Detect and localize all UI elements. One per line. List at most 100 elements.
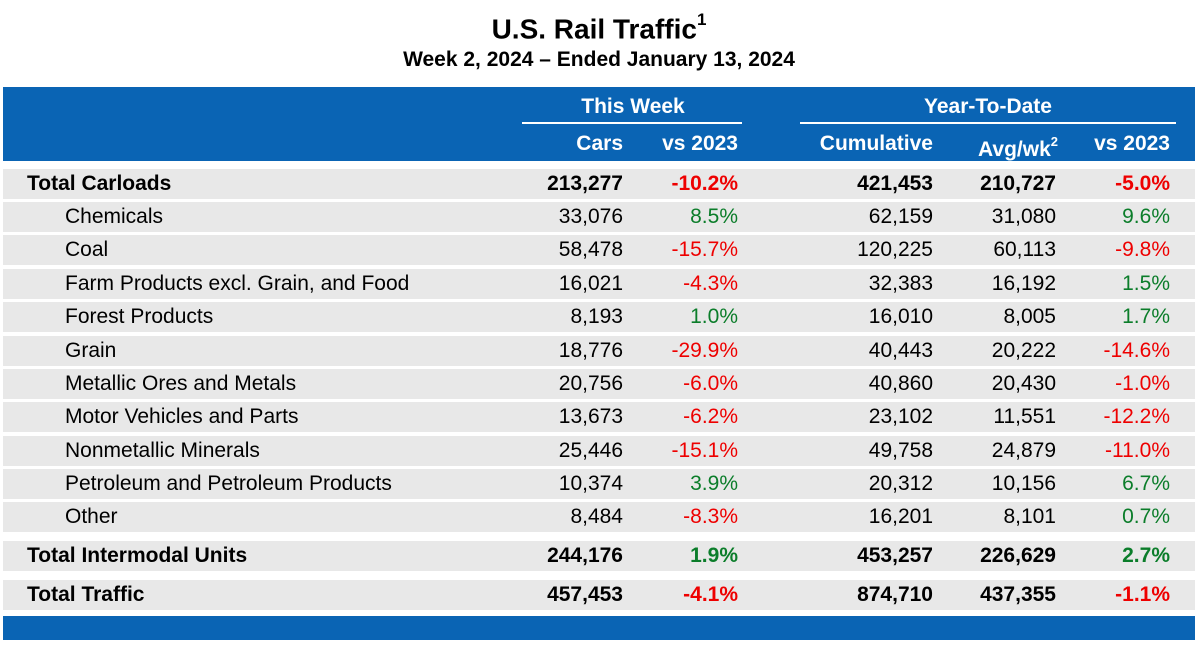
row-label: Chemicals bbox=[65, 205, 164, 228]
avgwk-cell: 24,879 bbox=[991, 439, 1056, 462]
vs2023-cell: -29.9% bbox=[671, 339, 738, 362]
cumulative-cell: 16,010 bbox=[868, 305, 933, 328]
vs2023-ytd-cell: 1.7% bbox=[1122, 305, 1170, 328]
row-label: Total Intermodal Units bbox=[27, 544, 248, 567]
row-label: Total Carloads bbox=[27, 172, 172, 195]
cars-cell: 25,446 bbox=[558, 439, 623, 462]
vs2023-cell: 3.9% bbox=[690, 472, 738, 495]
table-row: Grain 18,776 -29.9% 40,443 20,222 -14.6% bbox=[3, 336, 1195, 366]
vs2023-ytd-cell: 0.7% bbox=[1122, 505, 1170, 528]
cars-cell: 8,193 bbox=[570, 305, 623, 328]
row-label: Metallic Ores and Metals bbox=[65, 372, 297, 395]
cars-cell: 33,076 bbox=[558, 205, 623, 228]
table-row: Other 8,484 -8.3% 16,201 8,101 0.7% bbox=[3, 502, 1195, 532]
cumulative-cell: 421,453 bbox=[857, 172, 933, 195]
vs2023-ytd-cell: -11.0% bbox=[1105, 439, 1170, 462]
title-footnote: 1 bbox=[696, 10, 707, 29]
vs2023-cell: -15.7% bbox=[671, 238, 738, 261]
row-label: Other bbox=[65, 505, 118, 528]
vs2023-cell: -4.1% bbox=[683, 583, 738, 606]
row-label: Petroleum and Petroleum Products bbox=[65, 472, 392, 495]
cumulative-cell: 62,159 bbox=[868, 205, 933, 228]
vs2023-ytd-cell: -5.0% bbox=[1115, 172, 1170, 195]
vs2023-cell: -15.1% bbox=[671, 439, 738, 462]
vs2023-cell: -6.2% bbox=[683, 405, 738, 428]
avgwk-cell: 10,156 bbox=[991, 472, 1056, 495]
cumulative-cell: 40,860 bbox=[868, 372, 933, 395]
vs2023-cell: -6.0% bbox=[683, 372, 738, 395]
cumulative-cell: 16,201 bbox=[868, 505, 933, 528]
vs2023-ytd-cell: -14.6% bbox=[1103, 339, 1170, 362]
table-row: Total Traffic 457,453 -4.1% 874,710 437,355 -… bbox=[3, 580, 1195, 610]
cars-cell: 18,776 bbox=[558, 339, 623, 362]
vs2023-ytd-cell: 6.7% bbox=[1122, 472, 1170, 495]
avgwk-cell: 20,430 bbox=[991, 372, 1056, 395]
row-label: Nonmetallic Minerals bbox=[65, 439, 260, 462]
vs2023-ytd-cell: -9.8% bbox=[1115, 238, 1170, 261]
cumulative-cell: 453,257 bbox=[857, 544, 933, 567]
row-label: Total Traffic bbox=[27, 583, 145, 606]
cumulative-cell: 23,102 bbox=[868, 405, 933, 428]
vs2023-ytd-cell: -1.1% bbox=[1115, 583, 1170, 606]
table-subtitle: Week 2, 2024 – Ended January 13, 2024 bbox=[403, 48, 795, 71]
cars-cell: 8,484 bbox=[570, 505, 623, 528]
avgwk-cell: 226,629 bbox=[980, 544, 1056, 567]
table-row: Farm Products excl. Grain, and Food 16,02… bbox=[3, 269, 1195, 299]
avgwk-cell: 16,192 bbox=[991, 272, 1056, 295]
header-band bbox=[3, 87, 1195, 161]
vs2023-ytd-cell: -12.2% bbox=[1103, 405, 1170, 428]
vs2023-cell: -4.3% bbox=[683, 272, 738, 295]
cars-cell: 58,478 bbox=[558, 238, 623, 261]
row-label: Forest Products bbox=[65, 305, 214, 328]
cars-header: Cars bbox=[576, 132, 623, 155]
row-label: Grain bbox=[65, 339, 117, 362]
row-label: Coal bbox=[65, 238, 109, 261]
avgwk-cell: 210,727 bbox=[980, 172, 1056, 195]
avgwk-cell: 8,101 bbox=[1003, 505, 1056, 528]
cars-cell: 213,277 bbox=[547, 172, 623, 195]
row-label: Motor Vehicles and Parts bbox=[65, 405, 299, 428]
table-row: Nonmetallic Minerals 25,446 -15.1% 49,758 24… bbox=[3, 436, 1195, 466]
cars-cell: 13,673 bbox=[558, 405, 623, 428]
vs2023-cell: -8.3% bbox=[683, 505, 738, 528]
vs2023-cell: 1.9% bbox=[690, 544, 738, 567]
avgwk-cell: 11,551 bbox=[993, 405, 1056, 428]
cumulative-cell: 120,225 bbox=[857, 238, 933, 261]
avgwk-footnote: 2 bbox=[1050, 134, 1058, 149]
cumulative-cell: 32,383 bbox=[868, 272, 933, 295]
table-row: Coal 58,478 -15.7% 120,225 60,113 -9.8% bbox=[3, 235, 1195, 265]
table-row: Motor Vehicles and Parts 13,673 -6.2% 23,10… bbox=[3, 402, 1195, 432]
table-row: Forest Products 8,193 1.0% 16,010 8,005 1.7% bbox=[3, 302, 1195, 332]
vs2023-ytd-cell: 1.5% bbox=[1122, 272, 1170, 295]
cars-cell: 16,021 bbox=[558, 272, 623, 295]
footer-band bbox=[3, 616, 1195, 640]
vs2023-cell: 1.0% bbox=[690, 305, 738, 328]
cars-cell: 10,374 bbox=[558, 472, 623, 495]
cars-cell: 457,453 bbox=[547, 583, 623, 606]
this-week-rule bbox=[522, 122, 742, 124]
cars-cell: 244,176 bbox=[547, 544, 623, 567]
cumulative-header: Cumulative bbox=[819, 132, 933, 155]
vs2023-ytd-header: vs 2023 bbox=[1094, 132, 1170, 155]
table-title: U.S. Rail Traffic1 bbox=[491, 10, 707, 45]
table-row: Petroleum and Petroleum Products 10,374 3.… bbox=[3, 469, 1195, 499]
avgwk-cell: 20,222 bbox=[991, 339, 1056, 362]
cumulative-cell: 874,710 bbox=[857, 583, 933, 606]
table-row: Total Intermodal Units 244,176 1.9% 453,257… bbox=[3, 541, 1195, 571]
this-week-header: This Week bbox=[581, 95, 685, 118]
vs2023-cell: 8.5% bbox=[690, 205, 738, 228]
vs2023-ytd-cell: -1.0% bbox=[1115, 372, 1170, 395]
vs2023-header: vs 2023 bbox=[662, 132, 738, 155]
avgwk-header: Avg/wk2 bbox=[978, 134, 1058, 161]
cars-cell: 20,756 bbox=[558, 372, 623, 395]
ytd-header: Year-To-Date bbox=[924, 95, 1052, 118]
cumulative-cell: 40,443 bbox=[868, 339, 933, 362]
table-row: Metallic Ores and Metals 20,756 -6.0% 40,86… bbox=[3, 369, 1195, 399]
table-row: Total Carloads 213,277 -10.2% 421,453 210,72… bbox=[3, 169, 1195, 199]
ytd-rule bbox=[800, 122, 1176, 124]
vs2023-cell: -10.2% bbox=[671, 172, 738, 195]
vs2023-ytd-cell: 9.6% bbox=[1122, 205, 1170, 228]
table-row: Chemicals 33,076 8.5% 62,159 31,080 9.6% bbox=[3, 202, 1195, 232]
avgwk-cell: 31,080 bbox=[991, 205, 1056, 228]
avgwk-cell: 437,355 bbox=[980, 583, 1056, 606]
